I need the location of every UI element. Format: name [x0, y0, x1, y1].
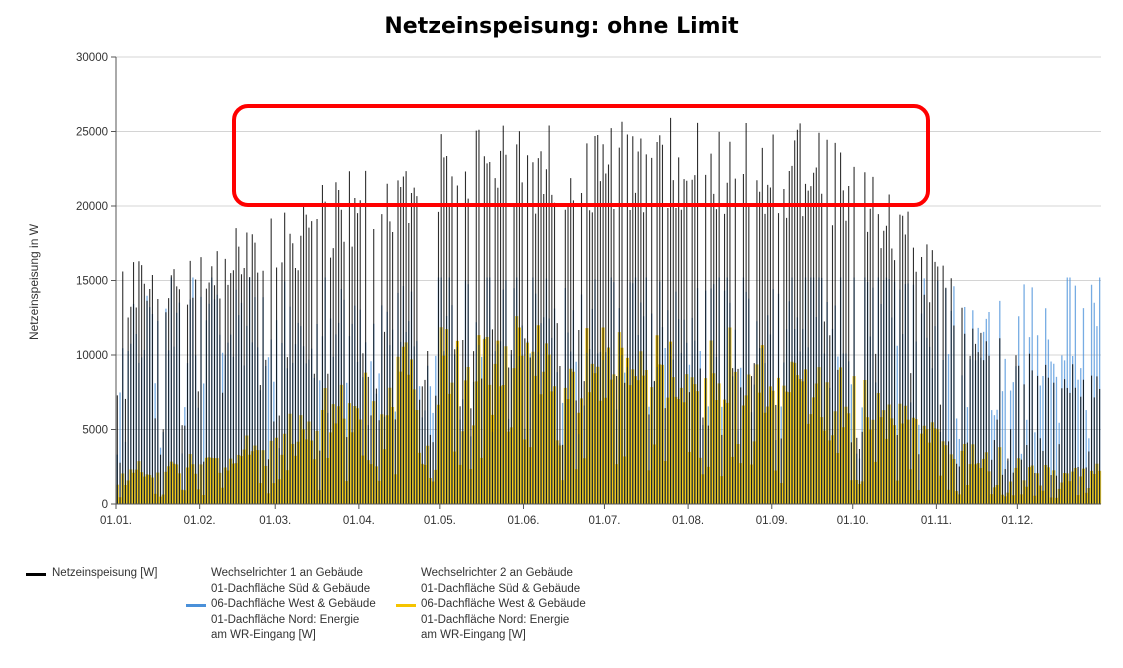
legend-label: 06-Dachfläche West & Gebäude	[211, 598, 376, 610]
y-tick-labels: 0 5000 10000 15000 20000 25000 30000	[76, 52, 116, 511]
x-tick-labels: 01.01. 01.02. 01.03. 01.04. 01.05. 01.06. 01.0…	[100, 504, 1033, 527]
x-tick-label: 01.08.	[672, 515, 704, 527]
x-tick-label: 01.01.	[100, 515, 132, 527]
legend-label: 01-Dachfläche Süd & Gebäude	[211, 582, 371, 595]
y-tick-label: 10000	[76, 350, 108, 362]
x-tick-label: 01.02.	[184, 515, 216, 527]
y-tick-label: 15000	[76, 276, 108, 288]
legend-item-wr1: Wechselrichter 1 an Gebäude 01-Dachfläch…	[211, 566, 376, 644]
x-tick-label: 01.09.	[756, 515, 788, 527]
highlight-annotation	[232, 104, 930, 207]
legend-label: am WR-Eingang [W]	[421, 629, 526, 641]
legend-label: Wechselrichter 2 an Gebäude	[421, 567, 573, 579]
x-tick-label: 01.12.	[1001, 515, 1033, 527]
y-tick-label: 5000	[82, 425, 108, 437]
legend-item-wr2: Wechselrichter 2 an Gebäude 01-Dachfläch…	[421, 566, 586, 644]
legend-label: 06-Dachfläche West & Gebäude	[421, 598, 586, 610]
legend-swatch-netz	[26, 573, 46, 576]
legend-label: 01-Dachfläche Nord: Energie	[211, 613, 360, 626]
y-tick-label: 30000	[76, 52, 108, 64]
x-tick-label: 01.10.	[837, 515, 869, 527]
x-tick-label: 01.04.	[343, 515, 375, 527]
x-tick-label: 01.11.	[921, 515, 952, 527]
legend-swatch-wr2	[396, 604, 416, 607]
x-tick-label: 01.07.	[588, 515, 620, 527]
series-netz	[116, 117, 1101, 504]
legend-label: 01-Dachfläche Nord: Energie	[421, 613, 570, 626]
y-tick-label: 25000	[76, 127, 108, 139]
y-tick-label: 0	[102, 499, 108, 511]
x-tick-label: 01.03.	[259, 515, 291, 527]
chart-title: Netzeinspeisung: ohne Limit	[384, 14, 739, 39]
legend-swatch-wr1	[186, 604, 206, 607]
x-tick-label: 01.06.	[508, 515, 540, 527]
y-tick-label: 20000	[76, 201, 108, 213]
legend-label: Netzeinspeisung [W]	[52, 567, 158, 579]
legend-label: am WR-Eingang [W]	[211, 629, 316, 641]
legend-label: Wechselrichter 1 an Gebäude	[211, 567, 363, 579]
x-tick-label: 01.05.	[424, 515, 456, 527]
legend-label: 01-Dachfläche Süd & Gebäude	[421, 582, 581, 595]
legend-item-netz: Netzeinspeisung [W]	[52, 566, 157, 582]
